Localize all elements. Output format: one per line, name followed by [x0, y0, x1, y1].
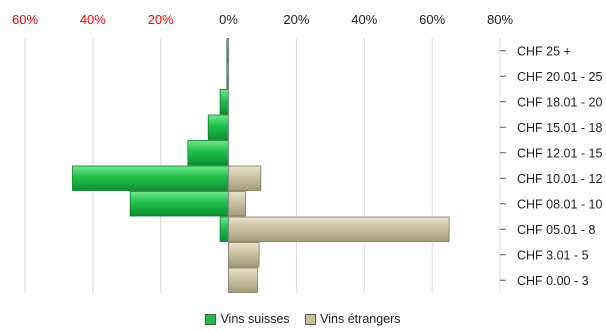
- bar: [72, 165, 229, 191]
- bar: [187, 140, 229, 166]
- x-tick-label: 80%: [487, 12, 513, 27]
- bar: [219, 216, 229, 242]
- bar: [228, 165, 262, 191]
- x-tick-label: 20%: [148, 12, 174, 27]
- x-tick-label: 40%: [80, 12, 106, 27]
- bars: [72, 38, 450, 293]
- legend-label-vins-suisses: Vins suisses: [220, 312, 290, 326]
- y-tick-label: CHF 3.01 - 5: [517, 248, 589, 262]
- y-tick-label: CHF 15.01 - 18: [517, 121, 603, 135]
- bar: [228, 216, 450, 242]
- legend-item-vins-etrangers: Vins étrangers: [305, 312, 401, 326]
- y-tick-label: CHF 08.01 - 10: [517, 197, 603, 211]
- y-tick-label: CHF 18.01 - 20: [517, 95, 603, 109]
- x-tick-label: 60%: [419, 12, 445, 27]
- legend: Vins suisses Vins étrangers: [0, 312, 606, 328]
- y-tick-label: CHF 0.00 - 3: [517, 274, 589, 288]
- y-tick-label: CHF 12.01 - 15: [517, 146, 603, 160]
- y-tick-label: CHF 25 +: [517, 44, 571, 58]
- bar: [219, 89, 229, 115]
- legend-swatch-vins-suisses: [205, 313, 217, 325]
- bar: [228, 191, 246, 217]
- x-tick-label: 0%: [219, 12, 238, 27]
- y-tick-label: CHF 20.01 - 25: [517, 70, 603, 84]
- y-tick-label: CHF 10.01 - 12: [517, 172, 603, 186]
- legend-label-vins-etrangers: Vins étrangers: [320, 312, 401, 326]
- x-tick-label: 60%: [12, 12, 38, 27]
- y-axis-labels: CHF 25 + CHF 20.01 - 25 CHF 18.01 - 20 CHF …: [500, 44, 603, 288]
- bar: [129, 191, 229, 217]
- x-tick-label: 40%: [351, 12, 377, 27]
- gridlines: [24, 38, 501, 293]
- bar: [207, 114, 229, 140]
- y-tick-label: CHF 05.01 - 8: [517, 223, 596, 237]
- legend-swatch-vins-etrangers: [305, 313, 317, 325]
- bar: [228, 267, 258, 293]
- legend-item-vins-suisses: Vins suisses: [205, 312, 290, 326]
- x-tick-label: 20%: [283, 12, 309, 27]
- x-axis-ticks: 60% 40% 20% 0% 20% 40% 60% 80%: [12, 12, 513, 27]
- bar: [228, 242, 260, 268]
